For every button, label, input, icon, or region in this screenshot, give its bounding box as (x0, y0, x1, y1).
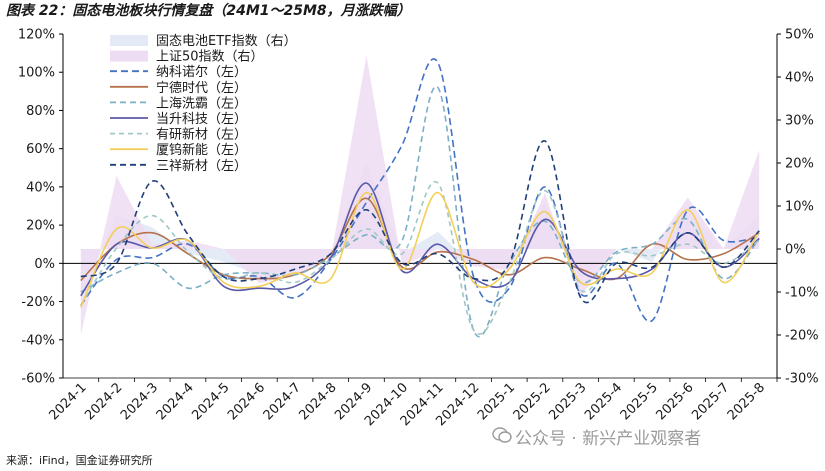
x-tick-label: 2025-7 (689, 380, 732, 423)
legend-label: 上海洗霸（左） (156, 96, 247, 111)
x-tick-label: 2025-5 (618, 380, 661, 423)
left-tick-label: 120% (18, 28, 55, 43)
left-tick-label: 40% (26, 180, 55, 195)
left-tick-label: 60% (26, 142, 55, 157)
right-tick-label: 10% (785, 200, 814, 215)
line-series-7 (80, 140, 760, 304)
legend-item: 当升科技（左） (110, 112, 247, 127)
legend-item: 三祥新材（左） (110, 158, 247, 174)
right-tick-label: 40% (785, 71, 814, 86)
x-tick-label: 2025-1 (475, 380, 518, 423)
line-series-2 (80, 197, 760, 282)
x-tick-label: 2024-8 (296, 380, 339, 423)
x-tick-label: 2024-3 (118, 380, 161, 423)
right-tick-label: 20% (785, 157, 814, 172)
legend-item: 上证50指数（右） (110, 50, 264, 65)
x-tick-label: 2025-4 (582, 380, 625, 423)
right-tick-label: 0% (785, 243, 806, 258)
x-tick-label: 2024-4 (154, 380, 197, 423)
legend-label: 宁德时代（左） (156, 80, 247, 96)
left-tick-label: -20% (21, 295, 55, 310)
area-layer (80, 55, 760, 335)
x-tick-label: 2024-6 (225, 380, 268, 423)
right-tick-label: 50% (785, 28, 814, 43)
legend-item: 固态电池ETF指数（右） (110, 34, 297, 49)
source-note: 来源：iFind，国金证券研究所 (6, 454, 153, 467)
right-tick-label: 30% (785, 114, 814, 129)
line-series-1 (80, 58, 760, 323)
x-tick-label: 2024-1 (46, 380, 89, 423)
left-tick-label: 20% (26, 219, 55, 234)
legend-item: 宁德时代（左） (110, 80, 247, 96)
x-tick-label: 2024-7 (261, 380, 304, 423)
left-tick-label: 100% (18, 66, 55, 81)
legend-label: 固态电池ETF指数（右） (156, 34, 297, 49)
line-series-3 (80, 85, 760, 338)
right-tick-label: -20% (785, 329, 819, 344)
area-series-2 (80, 55, 760, 335)
legend-item: 上海洗霸（左） (110, 96, 247, 111)
x-tick-label: 2025-3 (546, 380, 589, 423)
left-tick-label: -40% (21, 333, 55, 348)
legend-item: 厦钨新能（左） (110, 142, 247, 158)
right-tick-label: -30% (785, 372, 819, 387)
legend-label: 当升科技（左） (156, 112, 247, 127)
x-tick-label: 2025-6 (653, 380, 696, 423)
legend-item: 纳科诺尔（左） (110, 65, 247, 80)
line-layer (80, 58, 760, 338)
watermark: 公众号 · 新兴产业观察者 (515, 429, 702, 449)
legend-item: 有研新材（左） (110, 127, 247, 143)
legend-label: 有研新材（左） (156, 127, 247, 143)
legend-swatch (110, 50, 148, 62)
x-tick-label: 2025-8 (725, 380, 768, 423)
wechat-icon (492, 427, 512, 443)
line-series-5 (80, 180, 760, 335)
chart-title: 图表 22：固态电池板块行情复盘（24M1～25M8，月涨跌幅） (6, 3, 411, 19)
left-tick-label: -60% (21, 372, 55, 387)
x-tick-label: 2024-5 (189, 380, 232, 423)
legend-label: 纳科诺尔（左） (156, 65, 247, 80)
x-tick-label: 2025-2 (511, 380, 554, 423)
legend-label: 三祥新材（左） (156, 158, 247, 174)
left-tick-label: 80% (26, 104, 55, 119)
x-tick-label: 2024-2 (82, 380, 125, 423)
legend-label: 厦钨新能（左） (156, 142, 247, 158)
legend: 固态电池ETF指数（右）上证50指数（右）纳科诺尔（左）宁德时代（左）上海洗霸（… (110, 34, 297, 174)
right-tick-label: -10% (785, 286, 819, 301)
legend-swatch (110, 35, 148, 46)
chart-canvas: -60% -40% -20% 0% 20% 40% 60% 80% 100% 120% -30% -2… (18, 28, 819, 430)
legend-label: 上证50指数（右） (156, 50, 264, 65)
left-tick-label: 0% (34, 257, 55, 272)
